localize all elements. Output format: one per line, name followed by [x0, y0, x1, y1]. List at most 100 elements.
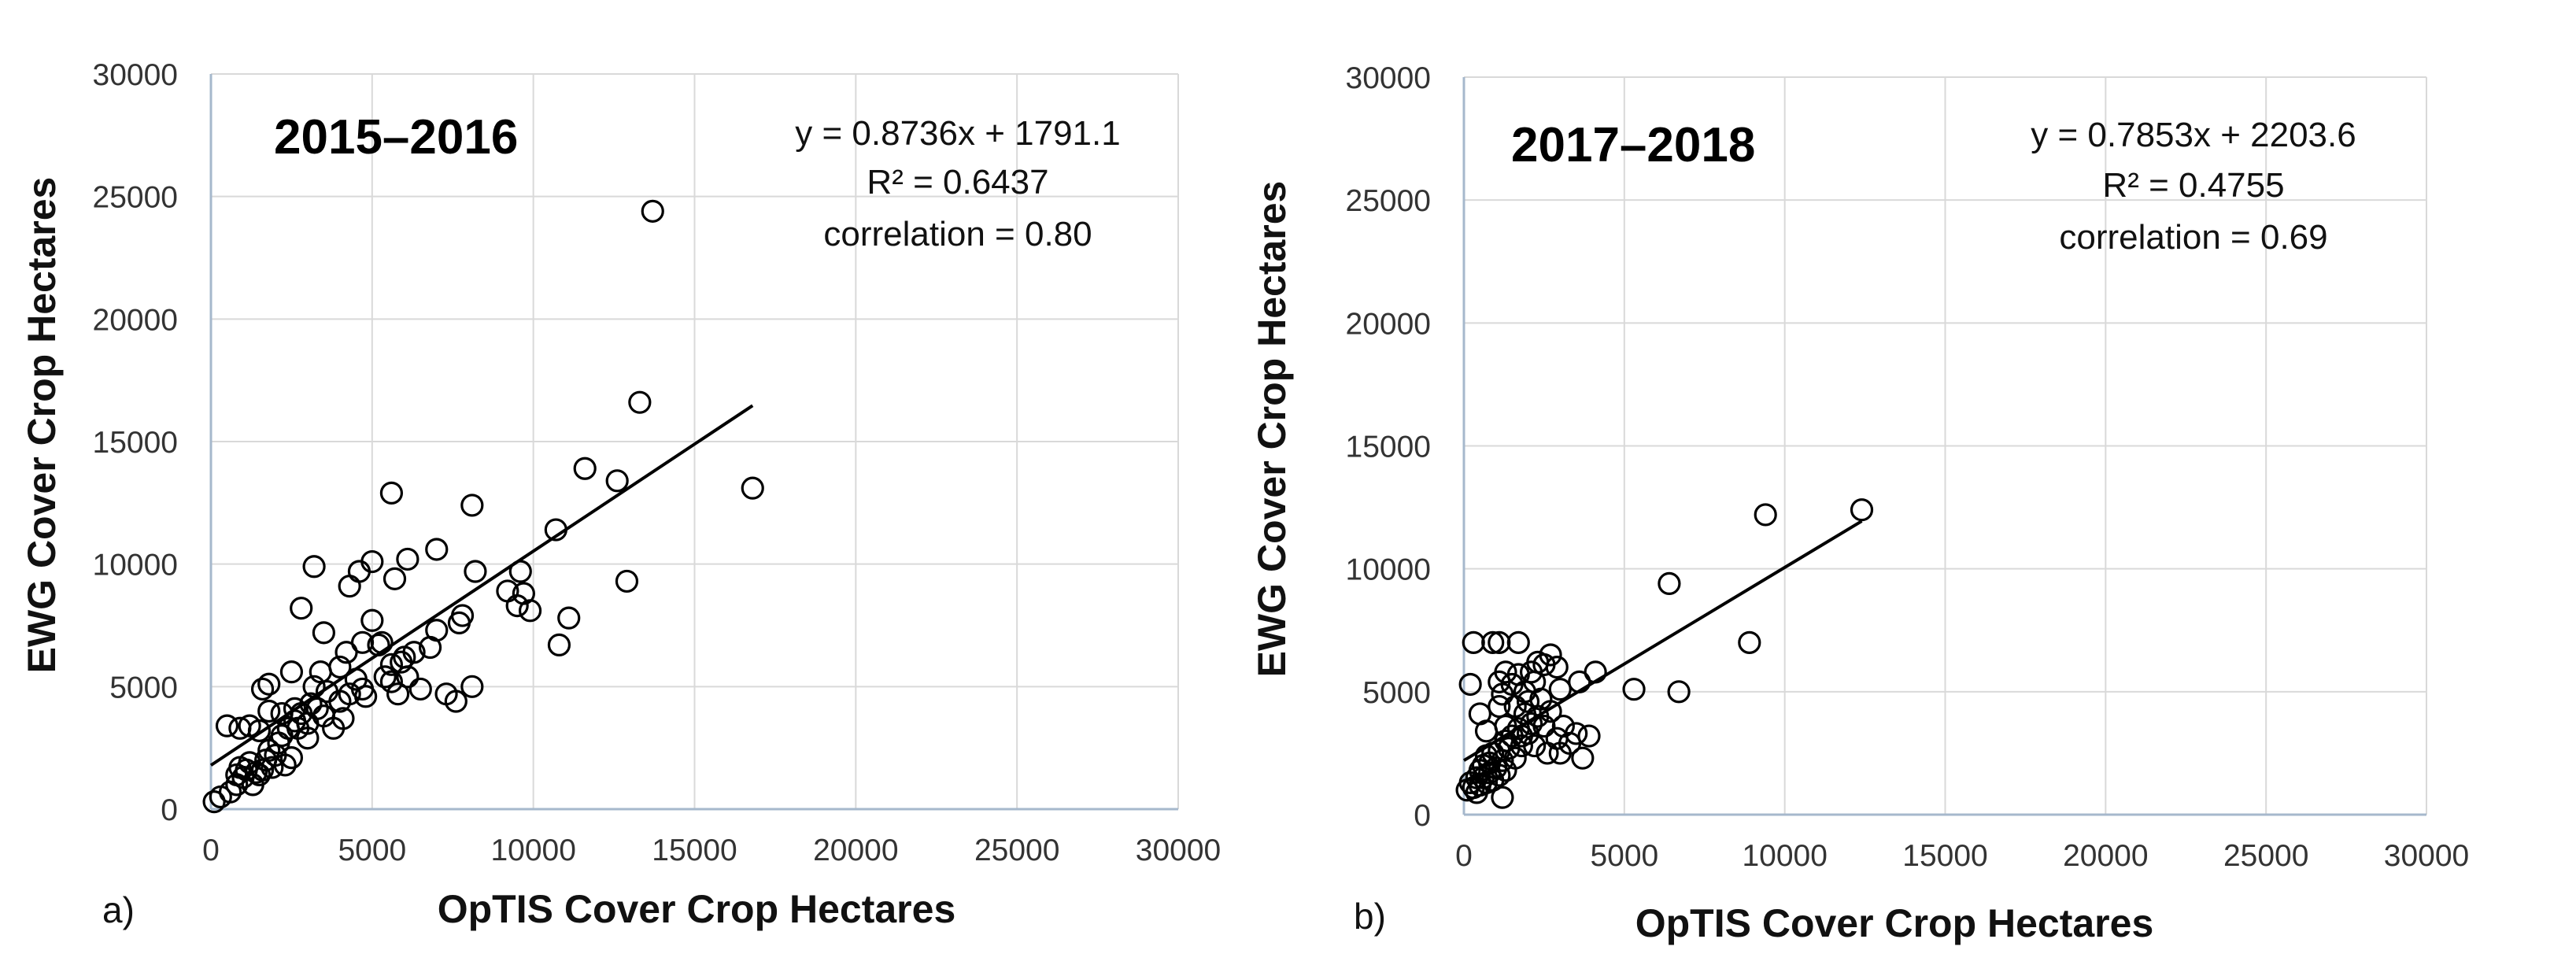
- panel-b-data-point: [1565, 722, 1588, 745]
- panel-b: 0 5000 10000 15000 20000 25000 30000 0 5000 10000…: [1250, 61, 2469, 945]
- panel-a-data-point: [425, 538, 449, 561]
- panel-a: 0 5000 10000 15000 20000 25000 30000 0 5000 10000…: [20, 58, 1221, 931]
- panel-a-data-point: [338, 575, 361, 598]
- panel-b-data-point: [1539, 700, 1562, 723]
- panel-a-data-point: [290, 597, 313, 620]
- panel-b-x-tick-label: 25000: [2223, 839, 2308, 873]
- panel-b-y-tick-label: 0: [1414, 799, 1431, 833]
- panel-a-y-tick-label: 15000: [93, 426, 178, 460]
- panel-b-x-tick-label: 10000: [1742, 839, 1827, 873]
- panel-b-trendline: [1462, 519, 1863, 762]
- panel-a-data-point: [460, 675, 484, 698]
- panel-a-data-point: [444, 689, 468, 713]
- panel-a-data-point: [367, 633, 390, 657]
- panel-a-r-squared: R² = 0.6437: [867, 163, 1048, 201]
- panel-a-data-point: [396, 665, 419, 689]
- panel-a-data-point: [450, 604, 475, 627]
- panel-b-data-point: [1545, 726, 1569, 750]
- panel-a-data-point: [741, 476, 764, 500]
- panel-b-x-tick-label: 30000: [2384, 839, 2469, 873]
- panel-b-equation: y = 0.7853x + 2203.6: [2031, 116, 2356, 154]
- panel-a-data-point: [328, 689, 352, 713]
- panel-b-data-point: [1738, 630, 1761, 654]
- panel-a-data-point: [383, 567, 407, 590]
- panel-a-y-tick-label: 5000: [109, 671, 178, 704]
- panel-a-y-tick-label: 25000: [93, 181, 178, 215]
- panel-b-label: b): [1354, 896, 1386, 937]
- panel-b-x-tick-label: 0: [1455, 839, 1473, 873]
- panel-a-title: 2015–2016: [274, 110, 518, 165]
- panel-b-data-point: [1510, 724, 1533, 748]
- panel-a-data-point: [386, 682, 410, 706]
- panel-b-data-point: [1474, 719, 1499, 743]
- panel-a-data-point: [270, 701, 294, 726]
- panel-b-title: 2017–2018: [1511, 118, 1755, 172]
- panel-b-data-point: [1503, 694, 1527, 719]
- panel-b-data-point: [1523, 670, 1547, 693]
- panel-a-correlation: correlation = 0.80: [823, 215, 1092, 253]
- panel-a-data-point: [557, 606, 581, 630]
- panel-a-data-point: [390, 650, 413, 674]
- panel-a-data-point: [328, 655, 352, 679]
- panel-a-data-point: [350, 677, 375, 701]
- panel-b-r-squared: R² = 0.4755: [2102, 166, 2284, 205]
- panel-a-data-point: [250, 677, 275, 701]
- panel-a-data-point: [302, 555, 326, 579]
- panel-a-data-point: [605, 469, 629, 493]
- panel-a-data-point: [247, 763, 272, 787]
- panel-a-y-tick-label: 30000: [93, 58, 178, 92]
- panel-a-data-point: [247, 719, 272, 742]
- panel-a-data-point: [573, 457, 597, 480]
- panel-a-data-point: [373, 665, 397, 689]
- panel-a-x-tick-label: 25000: [974, 834, 1059, 867]
- panel-b-data-point: [1532, 653, 1556, 677]
- panel-b-data-point: [1571, 746, 1595, 770]
- panel-b-data-point: [1458, 672, 1482, 697]
- panel-a-x-axis-title: OpTIS Cover Crop Hectares: [438, 887, 956, 931]
- panel-a-data-point: [505, 593, 529, 618]
- panel-b-data-point: [1658, 571, 1681, 596]
- panel-b-data-point: [1491, 786, 1514, 809]
- panel-b-x-axis-title: OpTIS Cover Crop Hectares: [1635, 901, 2154, 945]
- panel-a-data-point: [305, 697, 329, 720]
- panel-a-data-point: [299, 692, 323, 715]
- panel-b-x-tick-label: 15000: [1902, 839, 1987, 873]
- panel-a-data-point: [508, 560, 532, 583]
- panel-a-data-point: [396, 547, 419, 571]
- panel-a-y-tick-label: 0: [161, 793, 178, 827]
- panel-a-x-tick-label: 30000: [1136, 834, 1221, 867]
- panel-a-x-tick-label: 15000: [652, 834, 737, 867]
- panel-a-x-tick-label: 0: [202, 834, 220, 867]
- panel-b-data-point: [1584, 660, 1607, 684]
- panel-b-data-point: [1577, 724, 1601, 748]
- panel-a-data-point: [628, 390, 652, 414]
- panel-a-y-axis-title: EWG Cover Crop Hectares: [20, 177, 64, 674]
- panel-b-data-point: [1622, 678, 1646, 701]
- panel-a-data-point: [257, 699, 281, 723]
- panel-b-y-tick-label: 25000: [1346, 184, 1431, 218]
- panel-a-label: a): [102, 889, 135, 930]
- panel-a-data-point: [273, 753, 297, 777]
- panel-b-x-tick-label: 20000: [2063, 839, 2148, 873]
- panel-b-correlation: correlation = 0.69: [2059, 218, 2327, 257]
- panel-a-data-point: [547, 633, 571, 657]
- panel-b-data-point: [1488, 670, 1511, 693]
- panel-b-data-point: [1754, 503, 1777, 527]
- panel-a-data-point: [261, 756, 284, 779]
- panel-b-y-tick-label: 5000: [1362, 676, 1431, 710]
- panel-b-data-point: [1491, 682, 1514, 706]
- panel-a-data-point: [279, 660, 304, 684]
- panel-b-y-tick-label: 15000: [1346, 431, 1431, 464]
- panel-a-data-point: [360, 608, 384, 632]
- panel-a-x-tick-label: 20000: [813, 834, 898, 867]
- panel-a-y-tick-label: 10000: [93, 549, 178, 582]
- panel-a-equation: y = 0.8736x + 1791.1: [795, 114, 1120, 153]
- panel-a-data-point: [460, 494, 484, 517]
- panel-a-data-point: [312, 621, 335, 645]
- panel-a-data-point: [408, 677, 432, 701]
- panel-b-x-tick-label: 5000: [1590, 839, 1658, 873]
- panel-a-data-point: [379, 481, 404, 505]
- panel-a-data-point: [286, 716, 310, 740]
- panel-b-data-point: [1488, 763, 1511, 787]
